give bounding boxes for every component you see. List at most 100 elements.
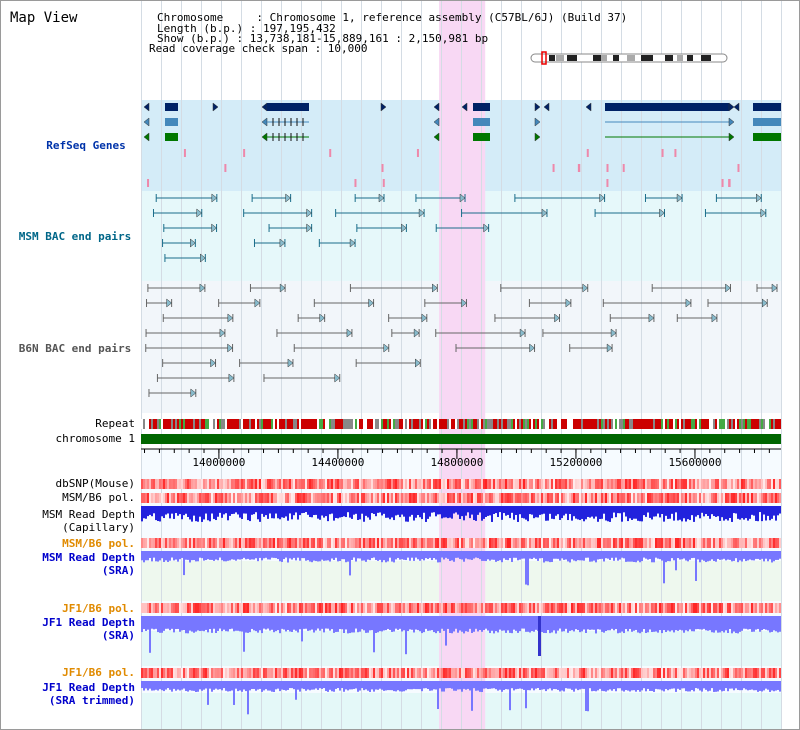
gene-mark	[183, 149, 186, 157]
track-label-msm-depth-capillary[interactable]: MSM Read Depth (Capillary)	[42, 508, 135, 534]
bac-end-marker	[756, 193, 762, 203]
axis-tick-label: 14800000	[430, 456, 483, 469]
bac-end-marker	[554, 313, 560, 323]
track-label-jf1-depth-trimmed[interactable]: JF1 Read Depth (SRA trimmed)	[42, 681, 135, 707]
coverage-span-info: Read coverage check span : 10,000	[149, 42, 368, 55]
page-title: Map View	[10, 10, 78, 26]
track-label-dbsnp[interactable]: dbSNP(Mouse)	[55, 477, 135, 490]
bac-end-marker	[606, 343, 613, 353]
track-label-msm-bac[interactable]: MSM BAC end pairs	[18, 230, 132, 243]
dbsnp-track[interactable]	[141, 479, 781, 489]
axis-tick-label: 14000000	[192, 456, 245, 469]
gene-feature	[473, 103, 490, 111]
gene-mark	[728, 179, 731, 187]
track-label-jf1-depth-sra[interactable]: JF1 Read Depth (SRA)	[42, 616, 135, 642]
msm-depth-sra-track[interactable]	[141, 551, 781, 586]
gene-mark	[147, 179, 150, 187]
gene-mark	[329, 149, 332, 157]
bac-end-marker	[725, 283, 731, 293]
track-label-b6n-bac[interactable]: B6N BAC end pairs	[18, 342, 132, 355]
msm-depth-capillary-track[interactable]	[141, 506, 781, 522]
strand-arrow	[733, 102, 740, 112]
refseq-genes[interactable]	[143, 102, 781, 187]
bac-end-marker	[659, 208, 665, 218]
bac-end-marker	[415, 358, 421, 368]
strand-arrow	[728, 102, 735, 112]
bac-end-marker	[227, 343, 233, 353]
gene-mark	[354, 179, 357, 187]
gene-feature	[165, 118, 178, 126]
strand-arrow	[143, 102, 150, 112]
strand-arrow	[433, 102, 440, 112]
track-label-msm-b6-pol-2[interactable]: MSM/B6 pol.	[62, 537, 135, 550]
bac-end-marker	[306, 223, 313, 233]
bac-end-marker	[211, 193, 218, 203]
strand-arrow	[433, 132, 440, 142]
strand-arrow	[534, 117, 541, 127]
b6n-bac-end-pairs[interactable]	[145, 283, 778, 398]
bac-end-marker	[762, 298, 768, 308]
strand-arrow	[143, 132, 150, 142]
chromosome-ideogram[interactable]	[530, 51, 728, 65]
gene-feature	[753, 103, 781, 111]
bac-end-marker	[210, 358, 216, 368]
bac-end-marker	[166, 298, 173, 308]
bac-end-marker	[190, 388, 197, 398]
bac-end-marker	[582, 283, 589, 293]
strand-arrow	[534, 132, 541, 142]
bac-end-marker	[287, 358, 294, 368]
strand-arrow	[585, 102, 592, 112]
gene-feature	[165, 133, 178, 141]
bac-end-marker	[461, 298, 467, 308]
track-label-repeat[interactable]: Repeat	[95, 417, 135, 430]
bac-end-marker	[211, 223, 217, 233]
bac-end-marker	[378, 193, 385, 203]
jf1-depth-trimmed-track[interactable]	[141, 681, 781, 715]
gene-mark	[674, 149, 677, 157]
bac-end-marker	[418, 208, 425, 218]
gene-mark	[243, 149, 246, 157]
gene-mark	[606, 179, 609, 187]
chromosome-bar[interactable]	[141, 434, 781, 444]
jf1-b6-pol-track-2[interactable]	[141, 668, 781, 678]
gene-mark	[382, 179, 385, 187]
track-label-jf1-b6-pol-2[interactable]: JF1/B6 pol.	[62, 666, 135, 679]
ideogram-position-marker	[541, 51, 547, 65]
gene-mark	[661, 149, 664, 157]
bac-end-marker	[200, 253, 206, 263]
repeat-track[interactable]	[141, 419, 781, 429]
track-label-jf1-b6-pol[interactable]: JF1/B6 pol.	[62, 602, 135, 615]
bac-end-marker	[349, 238, 356, 248]
bac-end-marker	[711, 313, 718, 323]
gene-mark	[721, 179, 724, 187]
bac-end-marker	[771, 283, 778, 293]
msm-b6-pol-track-2[interactable]	[141, 538, 781, 548]
chromosome-info: Chromosome : Chromosome 1, reference ass…	[157, 11, 628, 24]
bac-end-marker	[685, 298, 692, 308]
gene-mark	[381, 164, 384, 172]
track-label-msm-b6-pol[interactable]: MSM/B6 pol.	[62, 491, 135, 504]
gene-feature	[473, 133, 490, 141]
msm-bac-end-pairs[interactable]	[152, 193, 767, 263]
bac-end-marker	[334, 373, 341, 383]
show-range-info: Show (b.p.) : 13,738,181-15,889,161 : 2,…	[157, 32, 489, 45]
gene-feature	[165, 103, 178, 111]
jf1-b6-pol-track[interactable]	[141, 603, 781, 613]
strand-arrow	[143, 117, 150, 127]
msm-b6-pol-track[interactable]	[141, 493, 781, 503]
gene-feature	[753, 133, 781, 141]
bac-end-marker	[432, 283, 438, 293]
bac-end-marker	[196, 208, 203, 218]
gene-mark	[737, 164, 740, 172]
axis-tick-label: 14400000	[311, 456, 364, 469]
track-label-refseq[interactable]: RefSeq Genes	[46, 139, 126, 152]
track-label-msm-depth-sra[interactable]: MSM Read Depth (SRA)	[42, 551, 135, 577]
strand-arrow	[534, 102, 541, 112]
bac-end-marker	[519, 328, 526, 338]
track-label-chromosome[interactable]: chromosome 1	[55, 432, 135, 445]
jf1-depth-sra-track[interactable]	[141, 616, 781, 655]
bac-end-marker	[648, 313, 655, 323]
axis-tick-label: 15600000	[668, 456, 721, 469]
strand-arrow	[543, 102, 550, 112]
